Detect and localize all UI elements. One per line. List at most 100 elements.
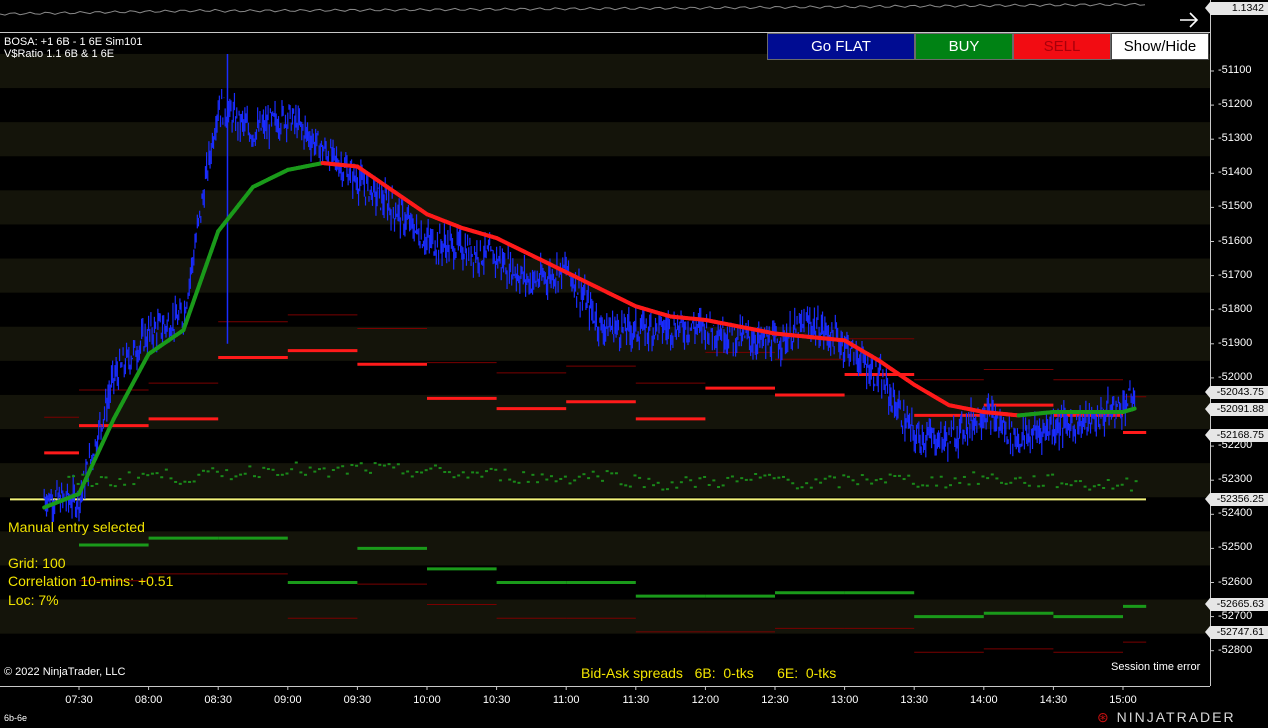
spread-dot (81, 473, 85, 476)
spread-dot (248, 465, 252, 468)
spread-dot (791, 482, 795, 485)
spread-dot (884, 481, 888, 484)
spread-dot (573, 479, 577, 482)
spread-dot (930, 476, 934, 479)
spread-dot (494, 468, 498, 471)
spread-dot (661, 488, 665, 491)
spread-dot (833, 476, 836, 479)
spread-dot (503, 468, 507, 471)
mini-price-line (0, 2, 1146, 16)
spread-dot (1013, 477, 1017, 480)
price-axis-label: -51100 (1218, 64, 1252, 76)
spread-dot (85, 479, 89, 482)
spread-dot (577, 475, 581, 478)
spread-dot (262, 466, 266, 469)
spread-dot (341, 465, 345, 468)
price-axis-label: -51500 (1218, 200, 1253, 213)
spread-dot (754, 473, 758, 476)
buy-button[interactable]: BUY (915, 33, 1013, 60)
spread-dot (1074, 480, 1078, 483)
spread-dot (466, 476, 470, 479)
spread-dot (563, 475, 567, 478)
spread-dot (299, 471, 303, 474)
spread-dot (624, 484, 628, 487)
spread-dot (489, 467, 493, 470)
price-axis-label: -51300 (1218, 132, 1253, 145)
spread-dot (345, 472, 349, 475)
ninja-logo-icon: ⊛ (1097, 709, 1111, 725)
spread-dot (865, 478, 869, 481)
spread-dot (475, 471, 479, 474)
spread-dot (990, 473, 994, 476)
time-axis-label: 09:30 (343, 694, 372, 706)
price-flag: -52747.61 (1205, 626, 1268, 640)
price-axis-label: -52500 (1218, 541, 1253, 554)
spread-dot (819, 481, 823, 484)
spread-dot (1102, 486, 1106, 489)
spread-dot (336, 466, 340, 469)
show-hide-button[interactable]: Show/Hide (1111, 33, 1209, 60)
copyright-text: © 2022 NinjaTrader, LLC (4, 666, 126, 678)
spread-dot (498, 479, 502, 482)
spread-dot (907, 474, 911, 477)
spread-dot (113, 485, 117, 488)
spread-dot (967, 483, 971, 486)
spread-dot (545, 478, 549, 481)
spread-dot (1106, 478, 1110, 481)
grid-label: Grid: 100 (8, 555, 66, 571)
spread-dot (638, 476, 642, 479)
spread-dot (364, 469, 368, 472)
spread-dot (925, 484, 929, 487)
time-axis-label: 11:00 (552, 694, 580, 706)
spread-dot (670, 481, 674, 484)
time-axis-label: 07:30 (65, 694, 93, 706)
spread-dot (313, 470, 317, 473)
spread-dot (350, 463, 354, 466)
spread-dot (605, 470, 609, 473)
spread-dot (1032, 475, 1036, 478)
spread-dot (1055, 486, 1059, 489)
spread-dot (986, 477, 990, 480)
spread-dot (1078, 480, 1082, 483)
spread-dots (67, 461, 1138, 492)
spread-dot (146, 474, 150, 477)
spread-dot (294, 461, 298, 464)
spread-dot (554, 480, 558, 483)
spread-dot (141, 472, 145, 475)
spread-dot (201, 469, 205, 472)
spread-dot (1041, 484, 1045, 487)
spread-dot (707, 483, 711, 486)
time-axis-label: 15:00 (1109, 694, 1137, 706)
manual-entry-label: Manual entry selected (8, 519, 145, 535)
sell-button[interactable]: SELL (1013, 33, 1111, 60)
right-arrow-icon[interactable] (1180, 12, 1199, 28)
spread-dot (911, 482, 915, 485)
spread-dot (95, 482, 99, 485)
spread-dot (239, 473, 243, 476)
spread-dot (958, 481, 962, 484)
go-flat-button[interactable]: Go FLAT (767, 33, 915, 60)
instrument-tab[interactable]: 6b-6e (4, 713, 28, 723)
spread-dot (721, 484, 725, 487)
spread-dot (215, 470, 219, 473)
price-axis-label: -52300 (1218, 473, 1253, 486)
spread-dot (99, 476, 103, 479)
spread-dot (387, 463, 391, 466)
time-axis-label: 10:30 (482, 694, 511, 706)
price-axis-label: -52700 (1218, 609, 1253, 622)
spread-dot (916, 485, 920, 488)
spread-dot (897, 474, 901, 477)
spread-dot (1009, 481, 1013, 484)
spread-dot (373, 462, 377, 465)
spread-dot (768, 473, 772, 476)
time-axis-label: 08:00 (134, 694, 163, 706)
spread-dot (828, 475, 832, 478)
price-axis-label: -52800 (1218, 643, 1253, 656)
spread-dot (396, 463, 400, 466)
spread-dot (225, 469, 229, 472)
price-axis-label: -51800 (1218, 302, 1253, 315)
spread-dot (596, 475, 600, 478)
spread-dot (382, 464, 386, 467)
spread-dot (211, 467, 215, 470)
